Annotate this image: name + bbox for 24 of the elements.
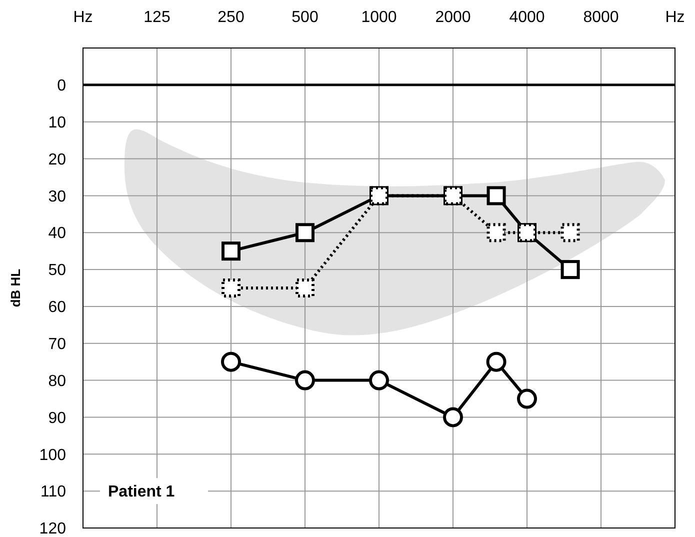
y-tick-label: 110 bbox=[40, 484, 66, 501]
y-tick-label: 30 bbox=[48, 188, 66, 206]
y-tick-label: 50 bbox=[48, 262, 66, 280]
x-tick-label: Hz bbox=[73, 9, 93, 26]
y-tick-label: 100 bbox=[39, 446, 66, 464]
x-tick-label: 1000 bbox=[361, 9, 397, 26]
y-tick-label: 120 bbox=[39, 520, 66, 537]
y-tick-label: 80 bbox=[48, 372, 66, 390]
x-tick-label: 4000 bbox=[509, 9, 545, 26]
y-tick-label: 90 bbox=[48, 410, 66, 427]
x-tick-label: 125 bbox=[144, 9, 170, 26]
y-tick-label: 0 bbox=[57, 78, 66, 95]
annotation: Patient 1 bbox=[108, 484, 175, 501]
y-tick-label: 40 bbox=[48, 225, 66, 242]
x-tick-label: 8000 bbox=[583, 9, 619, 26]
x-tick-label: Hz bbox=[665, 9, 685, 26]
x-tick-label: 500 bbox=[292, 9, 318, 26]
y-tick-label: 60 bbox=[48, 299, 66, 316]
y-axis-title: dB HL bbox=[8, 268, 23, 308]
y-tick-label: 20 bbox=[48, 151, 66, 168]
x-tick-label: 2000 bbox=[435, 9, 471, 26]
y-tick-label: 10 bbox=[48, 114, 66, 132]
y-tick-label: 70 bbox=[48, 336, 66, 353]
x-tick-label: 250 bbox=[218, 9, 244, 26]
